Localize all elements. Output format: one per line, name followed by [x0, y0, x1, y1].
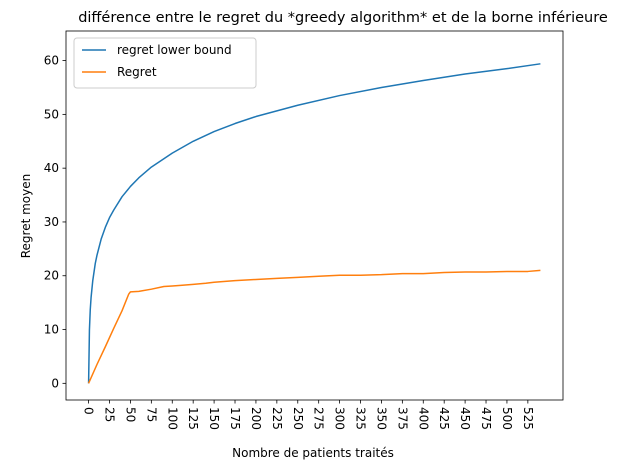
legend-box	[73, 37, 257, 89]
x-tick-label: 250	[291, 407, 305, 430]
legend: regret lower bound Regret	[73, 37, 257, 89]
x-axis-label: Nombre de patients traités	[232, 446, 394, 460]
x-tick-label: 0	[82, 407, 96, 415]
y-axis-label: Regret moyen	[19, 174, 33, 259]
legend-label-1: regret lower bound	[117, 43, 232, 57]
x-tick-label: 100	[165, 407, 179, 430]
y-tick-label: 60	[44, 54, 59, 68]
axes-frame	[65, 30, 564, 401]
x-tick-label: 475	[479, 407, 493, 430]
x-tick-label: 175	[228, 407, 242, 430]
series-line-2	[87, 269, 541, 384]
x-tick-label: 50	[123, 407, 137, 422]
x-tick-label: 425	[437, 407, 451, 430]
x-tick-label: 275	[312, 407, 326, 430]
x-tick-label: 350	[374, 407, 388, 430]
y-tick-label: 40	[44, 161, 59, 175]
plot-area	[65, 30, 564, 401]
x-tick-label: 200	[249, 407, 263, 430]
x-tick-label: 375	[395, 407, 409, 430]
x-tick-label: 400	[416, 407, 430, 430]
x-tick-label: 500	[500, 407, 514, 430]
y-tick-label: 20	[44, 269, 59, 283]
y-tick-label: 50	[44, 107, 59, 121]
x-tick-label: 150	[207, 407, 221, 430]
x-tick-label: 75	[144, 407, 158, 422]
x-tick-label: 325	[354, 407, 368, 430]
legend-label-2: Regret	[117, 65, 157, 79]
y-tick-label: 10	[44, 323, 59, 337]
x-tick-label: 525	[521, 407, 535, 430]
y-tick-label: 0	[51, 376, 59, 390]
x-tick-label: 125	[186, 407, 200, 430]
x-tick-label: 25	[103, 407, 117, 422]
axis-ticks: 0 25 50 75 100 125 150 175 200 225 250 275 300 325 350…	[44, 54, 535, 430]
x-tick-label: 300	[333, 407, 347, 430]
y-tick-label: 30	[44, 215, 59, 229]
x-tick-label: 450	[458, 407, 472, 430]
x-tick-label: 225	[270, 407, 284, 430]
series-line-1	[87, 63, 541, 384]
chart-title: différence entre le regret du *greedy al…	[78, 10, 608, 26]
